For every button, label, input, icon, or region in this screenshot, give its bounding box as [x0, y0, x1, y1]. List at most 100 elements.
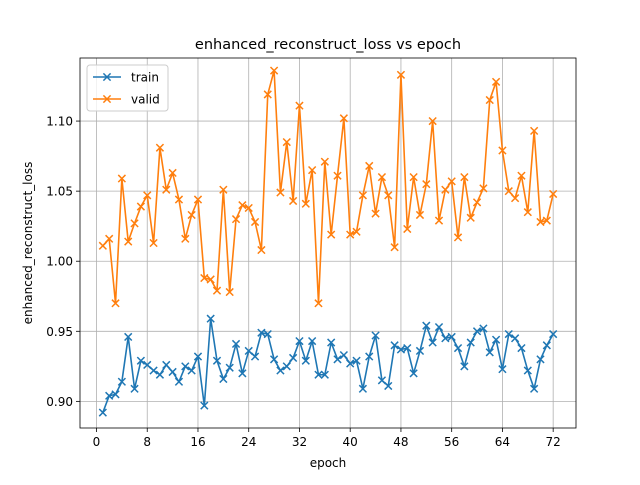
data-point-train	[105, 391, 114, 400]
data-point-train	[193, 352, 203, 361]
data-point-valid	[130, 219, 139, 228]
data-point-valid	[295, 101, 304, 110]
data-point-valid	[422, 180, 431, 189]
data-point-train	[390, 341, 399, 350]
data-point-train	[149, 366, 158, 375]
data-point-valid	[491, 77, 501, 86]
data-point-train	[434, 322, 444, 332]
y-axis-label: enhanced_reconstruct_loss	[21, 162, 35, 325]
data-point-train	[117, 377, 126, 386]
data-point-valid	[523, 208, 532, 217]
x-tick-label: 16	[190, 435, 205, 449]
data-point-valid	[346, 230, 355, 239]
data-point-valid	[168, 168, 177, 178]
data-point-valid	[510, 194, 520, 203]
data-point-train	[485, 348, 494, 357]
legend-marker-valid	[102, 94, 112, 104]
data-point-train	[206, 314, 215, 323]
x-tick-label: 24	[241, 435, 256, 449]
data-point-valid	[365, 161, 374, 171]
legend-marker-train	[102, 72, 112, 82]
plot-frame	[79, 57, 577, 429]
y-tick-label: 0.90	[46, 395, 73, 409]
data-point-valid	[453, 233, 463, 242]
data-point-train	[530, 384, 539, 393]
x-tick-label: 72	[546, 435, 561, 449]
x-tick-label: 0	[93, 435, 101, 449]
x-tick-label: 40	[343, 435, 358, 449]
data-point-valid	[200, 273, 209, 283]
data-point-train	[155, 370, 165, 379]
data-point-train	[333, 355, 342, 364]
data-point-valid	[434, 216, 444, 225]
data-point-valid	[187, 210, 196, 220]
data-point-train	[549, 329, 558, 339]
data-point-train	[231, 339, 241, 349]
data-point-valid	[162, 185, 171, 194]
data-point-valid	[238, 201, 247, 210]
data-point-train	[269, 355, 279, 364]
data-point-valid	[498, 146, 507, 155]
data-point-valid	[124, 237, 133, 246]
x-axis-ticks: 0 8 16 24 32 40 48 56 64 72	[93, 428, 561, 449]
data-point-train	[517, 343, 526, 353]
data-point-train	[124, 332, 133, 342]
data-point-valid	[193, 195, 203, 204]
data-point-train	[327, 338, 336, 347]
data-point-train	[460, 362, 469, 371]
data-point-train	[466, 338, 475, 347]
data-point-train	[295, 336, 304, 346]
data-point-valid	[181, 234, 190, 243]
data-point-train	[136, 356, 146, 365]
y-tick-label: 1.00	[46, 255, 73, 269]
data-point-valid	[219, 185, 228, 194]
data-point-valid	[358, 191, 368, 200]
data-point-train	[200, 401, 209, 410]
data-point-train	[314, 370, 323, 379]
data-point-train	[301, 356, 310, 365]
data-point-train	[320, 370, 329, 379]
data-point-valid	[269, 66, 279, 75]
x-tick-label: 8	[143, 435, 151, 449]
legend-label-train: train	[131, 71, 159, 85]
data-point-valid	[536, 217, 545, 227]
x-tick-label: 48	[393, 435, 408, 449]
data-point-train	[212, 356, 222, 365]
data-point-valid	[542, 216, 551, 225]
data-point-train	[219, 374, 228, 384]
data-point-valid	[231, 215, 241, 224]
data-point-train	[358, 384, 368, 393]
x-tick-label: 32	[292, 435, 307, 449]
data-point-valid	[149, 238, 158, 248]
data-point-train	[447, 332, 456, 342]
data-point-train	[365, 352, 374, 361]
data-point-valid	[308, 165, 317, 175]
data-point-train	[174, 377, 184, 386]
data-point-valid	[327, 230, 336, 239]
data-point-train	[523, 366, 532, 375]
data-point-train	[498, 365, 507, 374]
data-point-train	[168, 367, 177, 377]
data-point-train	[396, 345, 406, 354]
data-point-train	[162, 360, 171, 370]
series-train	[98, 314, 558, 417]
data-point-valid	[441, 185, 450, 194]
data-point-valid	[257, 245, 266, 255]
data-point-train	[384, 381, 393, 391]
data-point-train	[472, 327, 482, 336]
data-point-train	[282, 362, 291, 371]
series-valid	[98, 66, 558, 308]
data-point-train	[415, 346, 425, 356]
data-point-train	[479, 324, 488, 333]
data-point-valid	[263, 90, 272, 99]
data-point-valid	[517, 171, 526, 180]
data-point-train	[263, 329, 272, 339]
series-line-valid	[102, 69, 554, 305]
data-point-valid	[314, 299, 323, 308]
data-point-valid	[301, 199, 310, 208]
data-point-valid	[155, 143, 165, 152]
data-point-valid	[403, 224, 412, 234]
data-point-valid	[472, 198, 482, 207]
data-point-train	[453, 343, 463, 353]
